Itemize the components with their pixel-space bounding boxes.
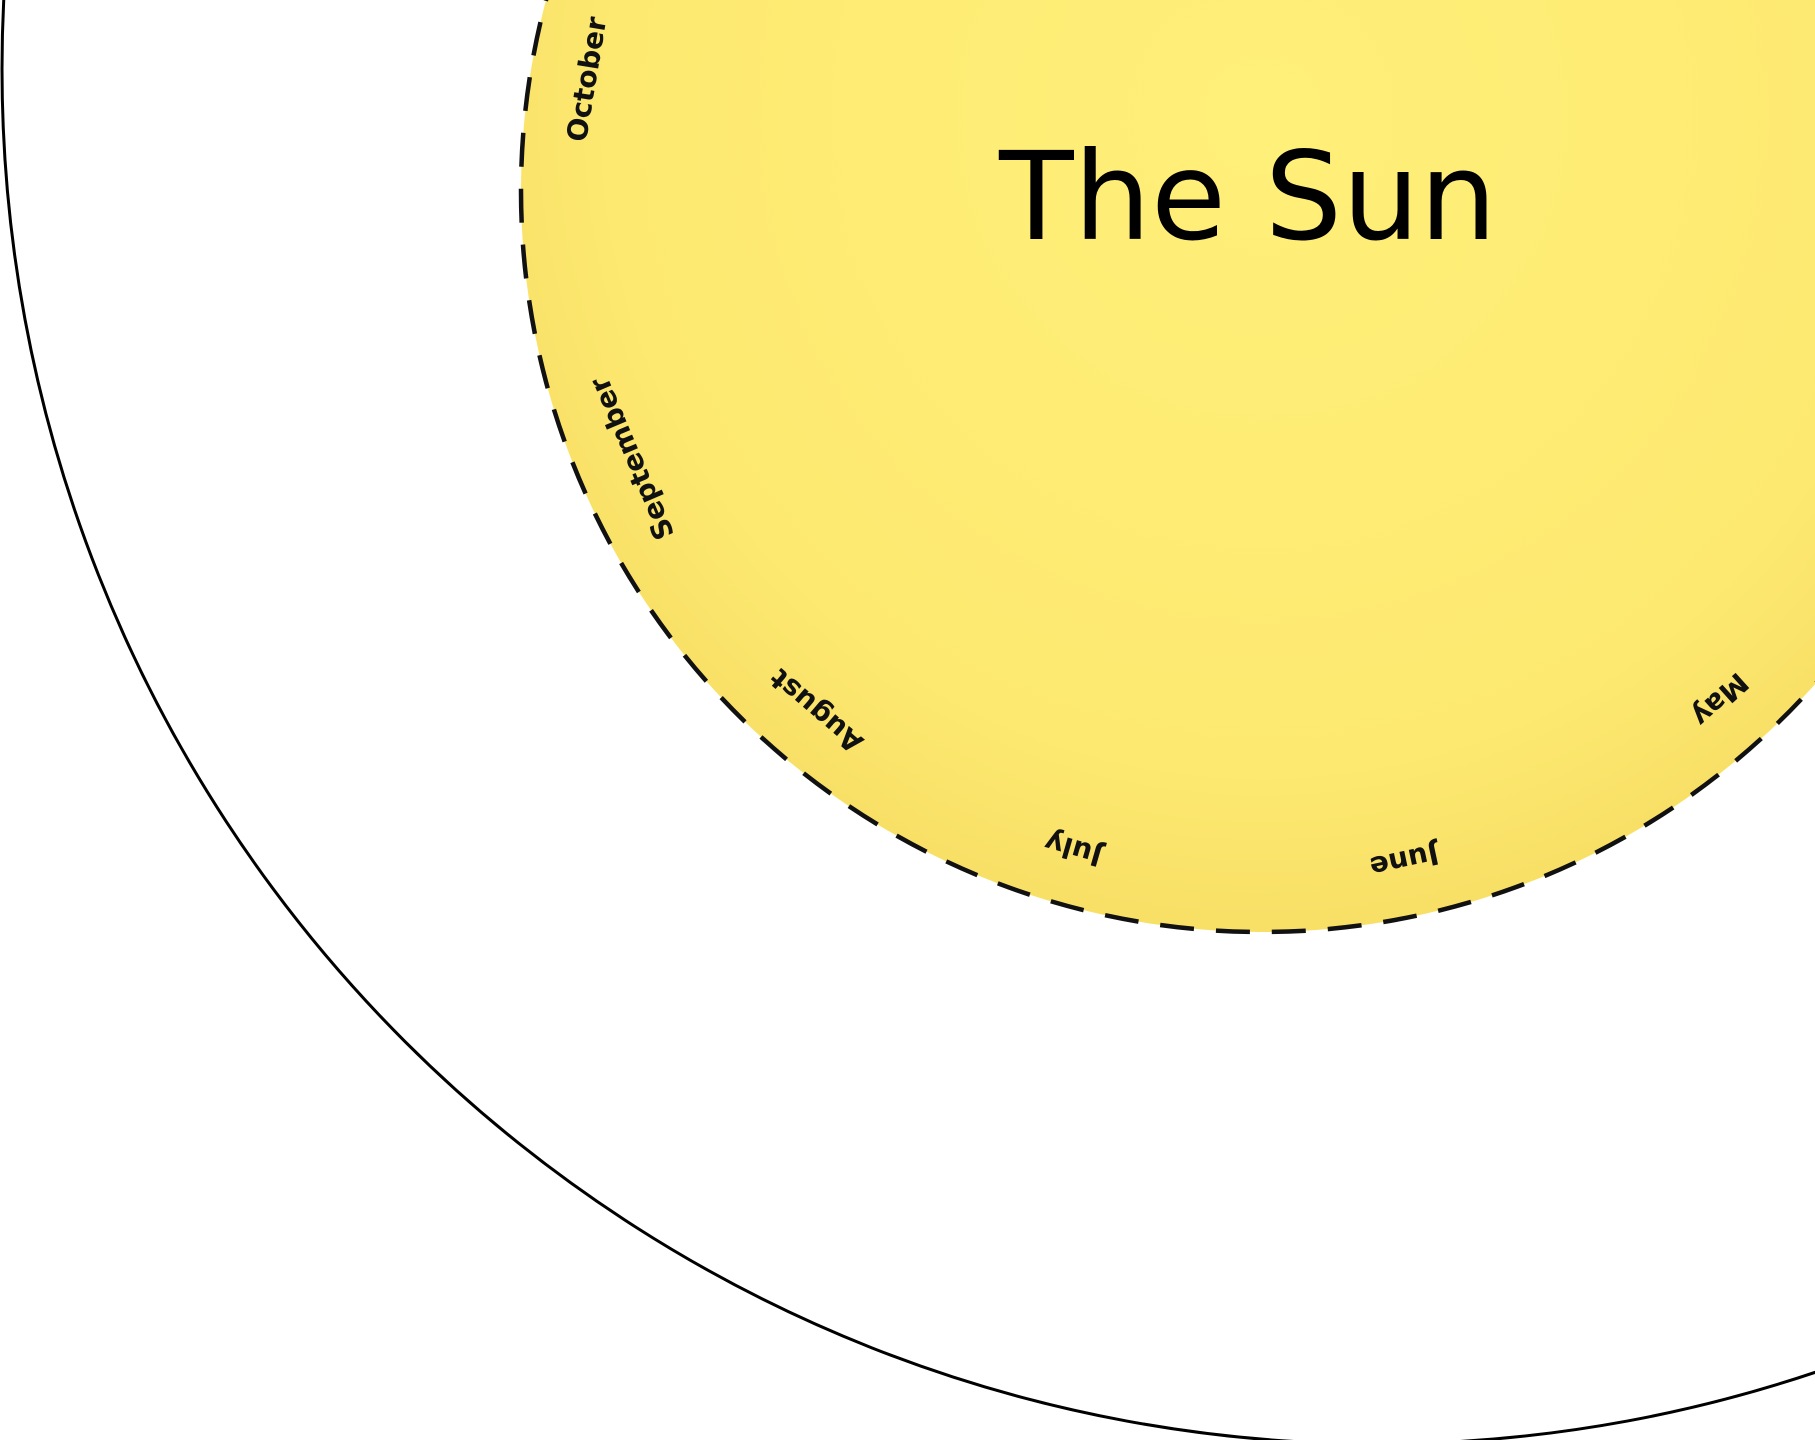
sun-title: The Sun: [998, 126, 1497, 268]
sun-circle: [518, 0, 1815, 935]
